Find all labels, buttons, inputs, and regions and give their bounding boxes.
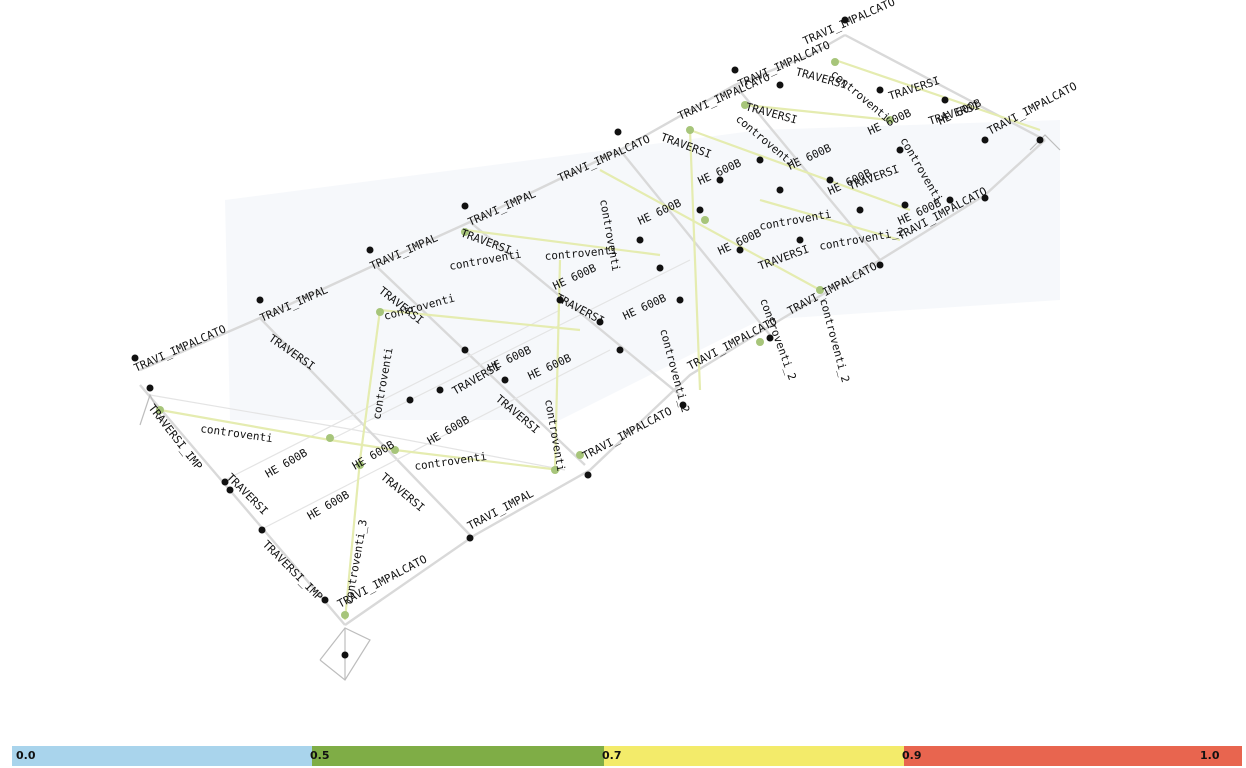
main-girders (139, 33, 1046, 626)
label-travi-10: TRAVI_IMPAL (465, 487, 536, 533)
label-controventi-1: controventi (200, 422, 274, 445)
label-travi-1: TRAVI_IMPALCATO (132, 322, 228, 374)
label-he600b-2: HE 600B (305, 488, 352, 523)
label-controventi-7: controventi (544, 244, 618, 263)
legend-tick-2: 0.7 (602, 749, 622, 762)
legend-tick-0: 0.0 (16, 749, 36, 762)
label-traversi-14: TRAVERSI (887, 74, 941, 103)
utilization-legend: 0.0 0.5 0.7 0.9 1.0 (12, 746, 1242, 766)
legend-band-green (312, 746, 604, 766)
legend-tick-1: 0.5 (310, 749, 330, 762)
label-travi-11: TRAVI_IMPALCATO (580, 405, 674, 463)
bracing (159, 58, 1041, 621)
legend-band-red (904, 746, 1242, 766)
black-nodes (131, 16, 1044, 659)
label-he600b-1: HE 600B (263, 446, 310, 481)
legend-tick-3: 0.9 (902, 749, 922, 762)
green-nodes (156, 58, 894, 619)
structural-model-view: TRAVI_IMPALCATO TRAVI_IMPAL TRAVI_IMPAL … (131, 0, 1079, 681)
legend-tick-4: 1.0 (1200, 749, 1220, 762)
label-traversi-3: TRAVERSI_IMP (260, 538, 326, 604)
background-haze (225, 120, 1060, 420)
legend-band-blue (12, 746, 312, 766)
legend-band-yellow (604, 746, 904, 766)
label-traversi-8: TRAVERSI (378, 470, 427, 514)
label-travi-8: TRAVI_IMPALCATO (801, 0, 897, 48)
